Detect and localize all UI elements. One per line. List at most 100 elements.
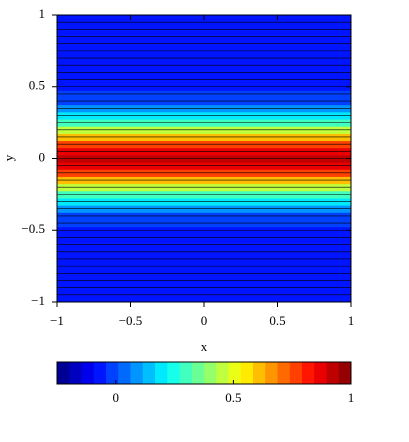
colorbar-tick-label: 0.5 — [225, 390, 241, 405]
colorbar-segment — [240, 362, 254, 384]
contour-band — [57, 201, 351, 206]
contour-band — [57, 75, 351, 81]
contour-band — [57, 187, 351, 192]
colorbar-segment — [204, 362, 217, 384]
contour-band — [57, 65, 351, 70]
y-tick-label: −0.5 — [21, 221, 45, 236]
x-tick-label: 0.5 — [269, 313, 285, 328]
contour-band — [57, 212, 351, 217]
contour-band — [57, 226, 351, 231]
colorbar-tick-label: 0 — [113, 390, 120, 405]
contour-band — [57, 190, 351, 195]
contour-band — [57, 22, 351, 27]
contour-band — [57, 269, 351, 274]
contour-band — [57, 251, 351, 256]
colorbar-segment — [69, 362, 82, 384]
contour-band — [57, 97, 351, 102]
contour-band — [57, 90, 351, 95]
contour-band — [57, 162, 351, 167]
contour-band — [57, 165, 351, 170]
contour-band — [57, 183, 351, 188]
contour-band — [57, 18, 351, 23]
contour-band — [57, 111, 351, 116]
contour-band — [57, 180, 351, 185]
contour-band — [57, 151, 351, 156]
contour-band — [57, 83, 351, 88]
contour-band — [57, 108, 351, 113]
contour-band — [57, 101, 351, 106]
colorbar-segment — [93, 362, 107, 384]
contour-band — [57, 223, 351, 228]
colorbar-segment — [130, 362, 144, 384]
y-tick-label: 0.5 — [29, 78, 45, 93]
contour-band — [57, 154, 351, 159]
x-axis-label: x — [201, 339, 208, 354]
contour-band — [57, 284, 351, 289]
contour-band — [57, 280, 351, 285]
colorbar-segment — [265, 362, 278, 384]
contour-band — [57, 29, 351, 34]
contour-band — [57, 147, 351, 152]
x-tick-label: 0 — [201, 313, 208, 328]
colorbar-segment — [216, 362, 229, 384]
contour-band — [57, 287, 351, 292]
contour-band — [57, 36, 351, 41]
contour-band — [57, 255, 351, 260]
contour-band — [57, 233, 351, 238]
colorbar-segment — [81, 362, 95, 384]
contour-band — [57, 32, 351, 38]
contour-band — [57, 68, 351, 73]
contour-band — [57, 93, 351, 99]
contour-band — [57, 219, 351, 224]
contour-band — [57, 61, 351, 66]
contour-band — [57, 86, 351, 91]
contour-band — [57, 133, 351, 138]
contour-band — [57, 273, 351, 278]
colorbar-segment — [106, 362, 119, 384]
contour-band — [57, 58, 351, 63]
colorbar-segment — [277, 362, 291, 384]
colorbar-frame — [56, 361, 352, 385]
colorbar-segment — [57, 362, 70, 384]
contour-band — [57, 115, 351, 120]
contour-band — [57, 140, 351, 145]
contour-band — [57, 122, 351, 127]
contour-band — [57, 205, 351, 210]
x-tick-label: −1 — [50, 313, 64, 328]
contour-band — [57, 244, 351, 249]
contour-band — [57, 25, 351, 30]
contour-band — [57, 54, 351, 59]
contour-band — [57, 50, 351, 55]
contour-band — [57, 119, 351, 124]
contour-band — [57, 158, 351, 163]
x-tick-label: −0.5 — [119, 313, 143, 328]
contour-band — [57, 176, 351, 181]
contour-band — [57, 291, 351, 296]
contour-band — [57, 197, 351, 203]
contour-band — [57, 248, 351, 253]
contour-band — [57, 136, 351, 142]
contour-band — [57, 129, 351, 134]
contour-band — [57, 215, 351, 220]
contour-band — [57, 169, 351, 174]
x-tick-label: 1 — [348, 313, 355, 328]
contour-band — [57, 230, 351, 235]
contour-band — [57, 172, 351, 177]
colorbar-segment — [191, 362, 205, 384]
colorbar-segment — [228, 362, 242, 384]
colorbar-segment — [302, 362, 315, 384]
contour-band — [57, 241, 351, 246]
colorbar-segment — [253, 362, 266, 384]
contour-band — [57, 276, 351, 281]
contour-band — [57, 43, 351, 48]
colorbar-segment — [289, 362, 303, 384]
contour-band — [57, 40, 351, 45]
colorbar-segment — [118, 362, 131, 384]
contour-band — [57, 72, 351, 77]
contour-band — [57, 294, 351, 299]
colorbar-segment — [338, 362, 352, 384]
contour-band — [57, 208, 351, 213]
contour-band — [57, 144, 351, 149]
contour-band — [57, 298, 351, 303]
y-tick-label: 1 — [39, 6, 46, 21]
